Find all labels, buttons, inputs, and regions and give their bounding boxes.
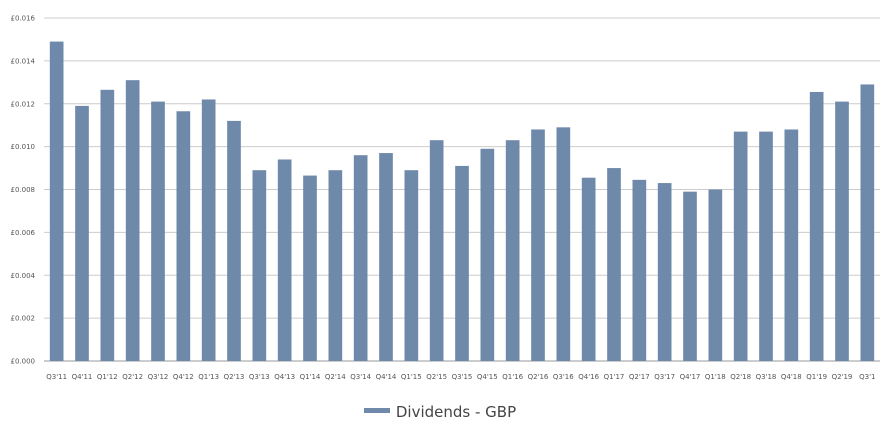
y-tick-label: £0.010: [11, 143, 36, 151]
bar: [632, 179, 647, 361]
x-tick-label: Q4'12: [173, 373, 194, 381]
bar: [404, 170, 419, 361]
y-tick-label: £0.014: [11, 57, 36, 65]
bar: [277, 159, 292, 361]
x-tick-label: Q2'15: [426, 373, 447, 381]
x-axis-tick-labels: Q3'11 Q4'11 Q1'12 Q2'12 Q3'12 Q4'12 Q1'13 Q2'13…: [46, 373, 875, 381]
bar: [531, 129, 545, 361]
x-tick-label: Q4'16: [578, 373, 599, 381]
x-tick-label: Q2'19: [832, 373, 853, 381]
bars: [49, 41, 875, 362]
bar: [151, 101, 165, 361]
bar: [581, 177, 596, 361]
x-tick-label: Q1'19: [806, 373, 827, 381]
x-tick-label: Q4'11: [72, 373, 93, 381]
bar: [252, 170, 267, 361]
y-axis-tick-labels: £0.000 £0.002 £0.004 £0.006 £0.008 £0.010 £0.0…: [11, 15, 36, 366]
y-tick-label: £0.008: [11, 186, 36, 194]
y-tick-label: £0.006: [11, 229, 36, 237]
x-tick-label: Q1'17: [604, 373, 625, 381]
x-tick-label: Q4'13: [274, 373, 295, 381]
x-tick-label: Q2'16: [528, 373, 549, 381]
bar: [176, 111, 191, 361]
legend: Dividends - GBP: [0, 403, 880, 421]
x-tick-label: Q3'14: [350, 373, 371, 381]
bar: [480, 148, 495, 361]
x-tick-label: Q1'13: [198, 373, 219, 381]
legend-swatch: [363, 408, 390, 413]
bar: [328, 170, 343, 361]
x-tick-label: Q2'12: [122, 373, 143, 381]
bar: [125, 80, 140, 361]
x-tick-label: Q3'18: [756, 373, 777, 381]
x-tick-label: Q4'17: [680, 373, 701, 381]
bar: [201, 99, 216, 362]
x-tick-label: Q2'17: [629, 373, 650, 381]
bar: [429, 140, 444, 361]
x-tick-label: Q4'15: [477, 373, 498, 381]
bar: [809, 91, 824, 361]
bar: [835, 101, 849, 361]
bar: [657, 183, 672, 361]
bar: [860, 84, 875, 362]
x-tick-label: Q3'11: [46, 373, 67, 381]
bar: [733, 131, 748, 361]
x-tick-label: Q3'1: [859, 373, 875, 381]
x-tick-label: Q1'12: [97, 373, 118, 381]
x-tick-label: Q2'13: [224, 373, 245, 381]
x-tick-label: Q3'15: [452, 373, 473, 381]
bar: [303, 175, 317, 361]
bar: [227, 120, 241, 362]
x-tick-label: Q1'15: [401, 373, 422, 381]
x-tick-label: Q3'17: [654, 373, 675, 381]
bar: [683, 191, 697, 361]
legend-label: Dividends - GBP: [395, 403, 517, 421]
x-tick-label: Q3'16: [553, 373, 574, 381]
bar: [75, 105, 89, 361]
bar: [49, 41, 64, 362]
bar: [455, 165, 469, 361]
y-tick-label: £0.000: [11, 358, 36, 366]
x-tick-label: Q4'18: [781, 373, 802, 381]
x-tick-label: Q4'14: [376, 373, 397, 381]
y-tick-label: £0.004: [11, 272, 36, 280]
dividends-bar-chart: £0.000 £0.002 £0.004 £0.006 £0.008 £0.010 £0.0…: [11, 15, 880, 381]
x-tick-label: Q2'18: [730, 373, 751, 381]
x-tick-label: Q2'14: [325, 373, 346, 381]
y-tick-label: £0.016: [11, 15, 36, 23]
x-tick-label: Q1'18: [705, 373, 726, 381]
bar: [379, 153, 393, 361]
bar: [353, 155, 368, 361]
x-tick-label: Q1'14: [300, 373, 321, 381]
bar: [784, 129, 799, 361]
bar: [556, 127, 571, 361]
x-tick-label: Q3'13: [249, 373, 270, 381]
x-tick-label: Q3'12: [148, 373, 169, 381]
y-tick-label: £0.012: [11, 100, 36, 108]
bar: [505, 140, 520, 361]
x-tick-label: Q1'16: [502, 373, 523, 381]
bar: [759, 131, 773, 361]
bar: [607, 168, 621, 361]
bar: [708, 189, 723, 361]
y-tick-label: £0.002: [11, 315, 36, 323]
bar: [100, 89, 115, 362]
